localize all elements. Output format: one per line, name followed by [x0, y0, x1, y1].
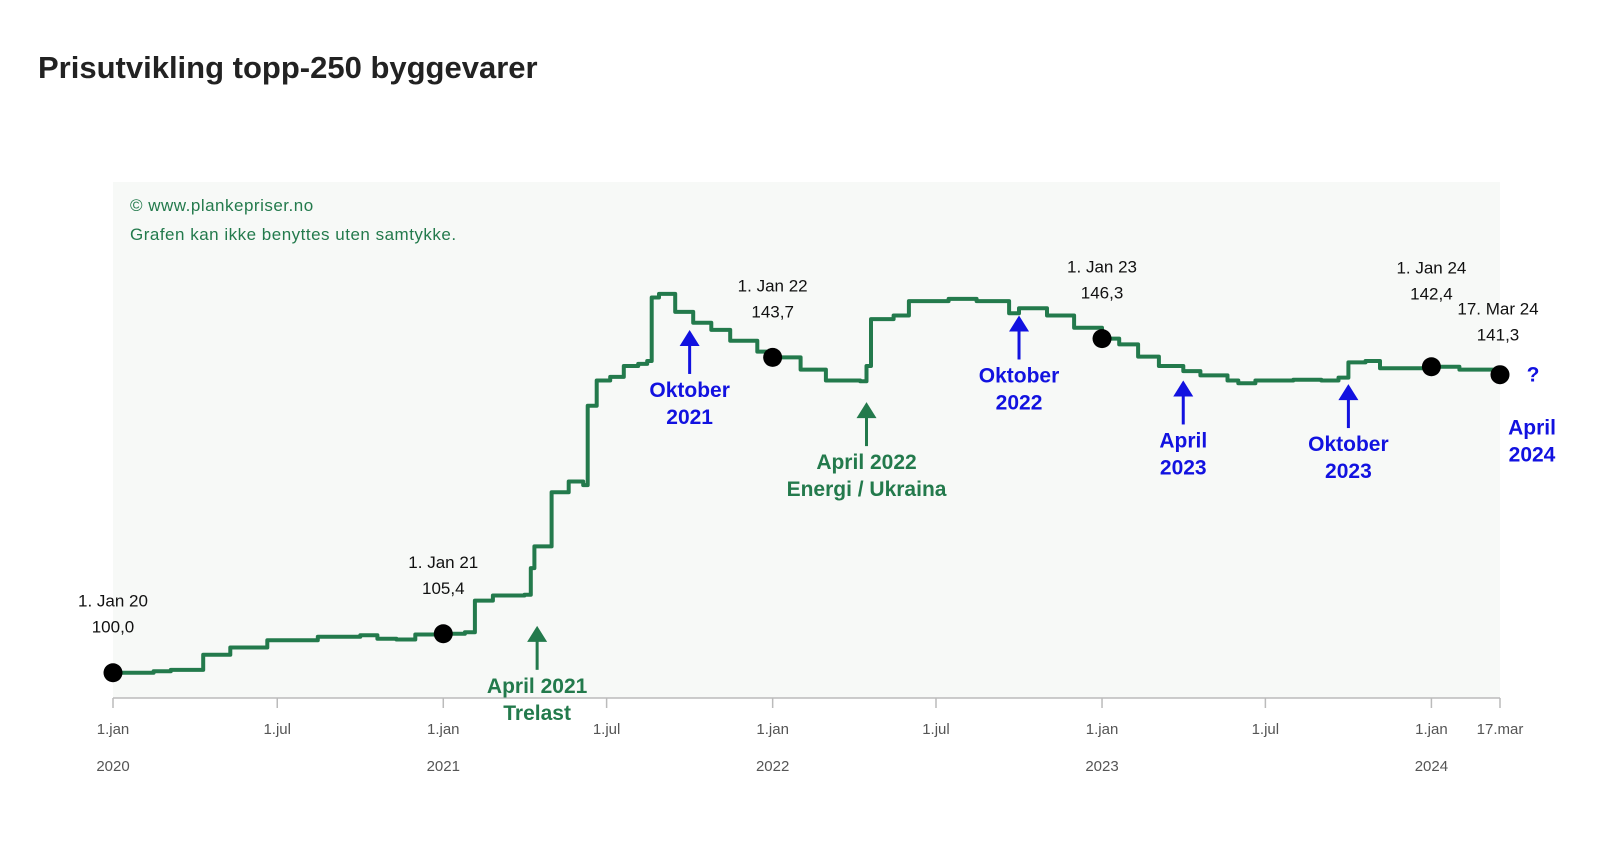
x-tick-label: 1.jul [922, 721, 950, 738]
marker-date-label: 1. Jan 21 [408, 553, 478, 572]
annotation-arrow-head [1338, 384, 1359, 401]
chart-title: Prisutvikling topp-250 byggevarer [38, 50, 538, 85]
x-tick-label: 1.jan [427, 721, 460, 738]
annotation-label: Oktober [649, 379, 730, 402]
credit-site: © www.plankepriser.no [130, 196, 314, 215]
x-axis: 1.jan 2020 1.jul 1.jan 2021 1.jul 1.jan 2022 1.j… [96, 697, 1524, 775]
annotation-label: Oktober [1308, 433, 1389, 456]
annotation-arrow-head [1173, 380, 1194, 397]
x-tick-label: 1.jan [756, 721, 789, 738]
marker-value-label: 100,0 [92, 618, 135, 637]
annotation-arrow-head [679, 329, 700, 346]
annotation-label: April [1508, 417, 1556, 440]
annotation-arrow-head [527, 625, 548, 642]
marker-date-label: 1. Jan 24 [1396, 259, 1466, 278]
annotation-label: Energi / Ukraina [787, 478, 947, 501]
question-mark: ? [1527, 364, 1540, 387]
annotation-label: April 2022 [816, 451, 916, 474]
marker-value-label: 105,4 [422, 579, 465, 598]
marker-date-label: 1. Jan 23 [1067, 258, 1137, 277]
data-point-marker [763, 347, 783, 367]
x-tick-label: 17.mar [1477, 721, 1524, 738]
marker-value-label: 143,7 [751, 302, 794, 321]
annotation-label: Oktober [979, 365, 1060, 388]
credit-notice: Grafen kan ikke benyttes uten samtykke. [130, 225, 457, 244]
annotation-label: April [1159, 429, 1207, 452]
x-tick-label: 1.jul [263, 721, 291, 738]
x-tick-year: 2021 [427, 758, 460, 775]
annotation-label: 2023 [1325, 460, 1372, 483]
marker-date-label: 1. Jan 22 [738, 276, 808, 295]
data-point-marker [1092, 329, 1112, 349]
annotation-label: 2022 [996, 392, 1043, 415]
x-tick-label: 1.jan [1086, 721, 1119, 738]
annotation-arrow-head [1009, 315, 1030, 332]
x-tick-label: 1.jan [1415, 721, 1448, 738]
x-tick-label: 1.jul [1252, 721, 1280, 738]
marker-layer: 1. Jan 20 100,0 1. Jan 21 105,4 1. Jan 22 143… [78, 258, 1539, 683]
annotation-label: 2024 [1509, 444, 1556, 467]
annotation-label: 2023 [1160, 456, 1207, 479]
data-point-marker [1421, 357, 1441, 377]
annotation-label: Trelast [503, 702, 571, 725]
x-tick-year: 2023 [1085, 758, 1118, 775]
data-point-marker [1490, 365, 1510, 385]
marker-value-label: 142,4 [1410, 285, 1453, 304]
annotation-layer: Oktober 2021 April 2021 Trelast April 2022 En… [487, 315, 1556, 725]
marker-date-label: 1. Jan 20 [78, 592, 148, 611]
marker-date-label: 17. Mar 24 [1457, 300, 1538, 319]
x-tick-year: 2024 [1415, 758, 1448, 775]
data-point-marker [433, 624, 453, 644]
plot-background [113, 182, 1500, 698]
x-tick-year: 2020 [96, 758, 129, 775]
annotation-label: April 2021 [487, 675, 588, 698]
x-tick-year: 2022 [756, 758, 789, 775]
data-point-marker [103, 663, 123, 683]
x-tick-label: 1.jan [97, 721, 130, 738]
marker-value-label: 146,3 [1081, 284, 1124, 303]
x-tick-label: 1.jul [593, 721, 621, 738]
annotation-arrow-head [856, 402, 877, 419]
annotation-label: 2021 [666, 406, 713, 429]
marker-value-label: 141,3 [1477, 326, 1520, 345]
